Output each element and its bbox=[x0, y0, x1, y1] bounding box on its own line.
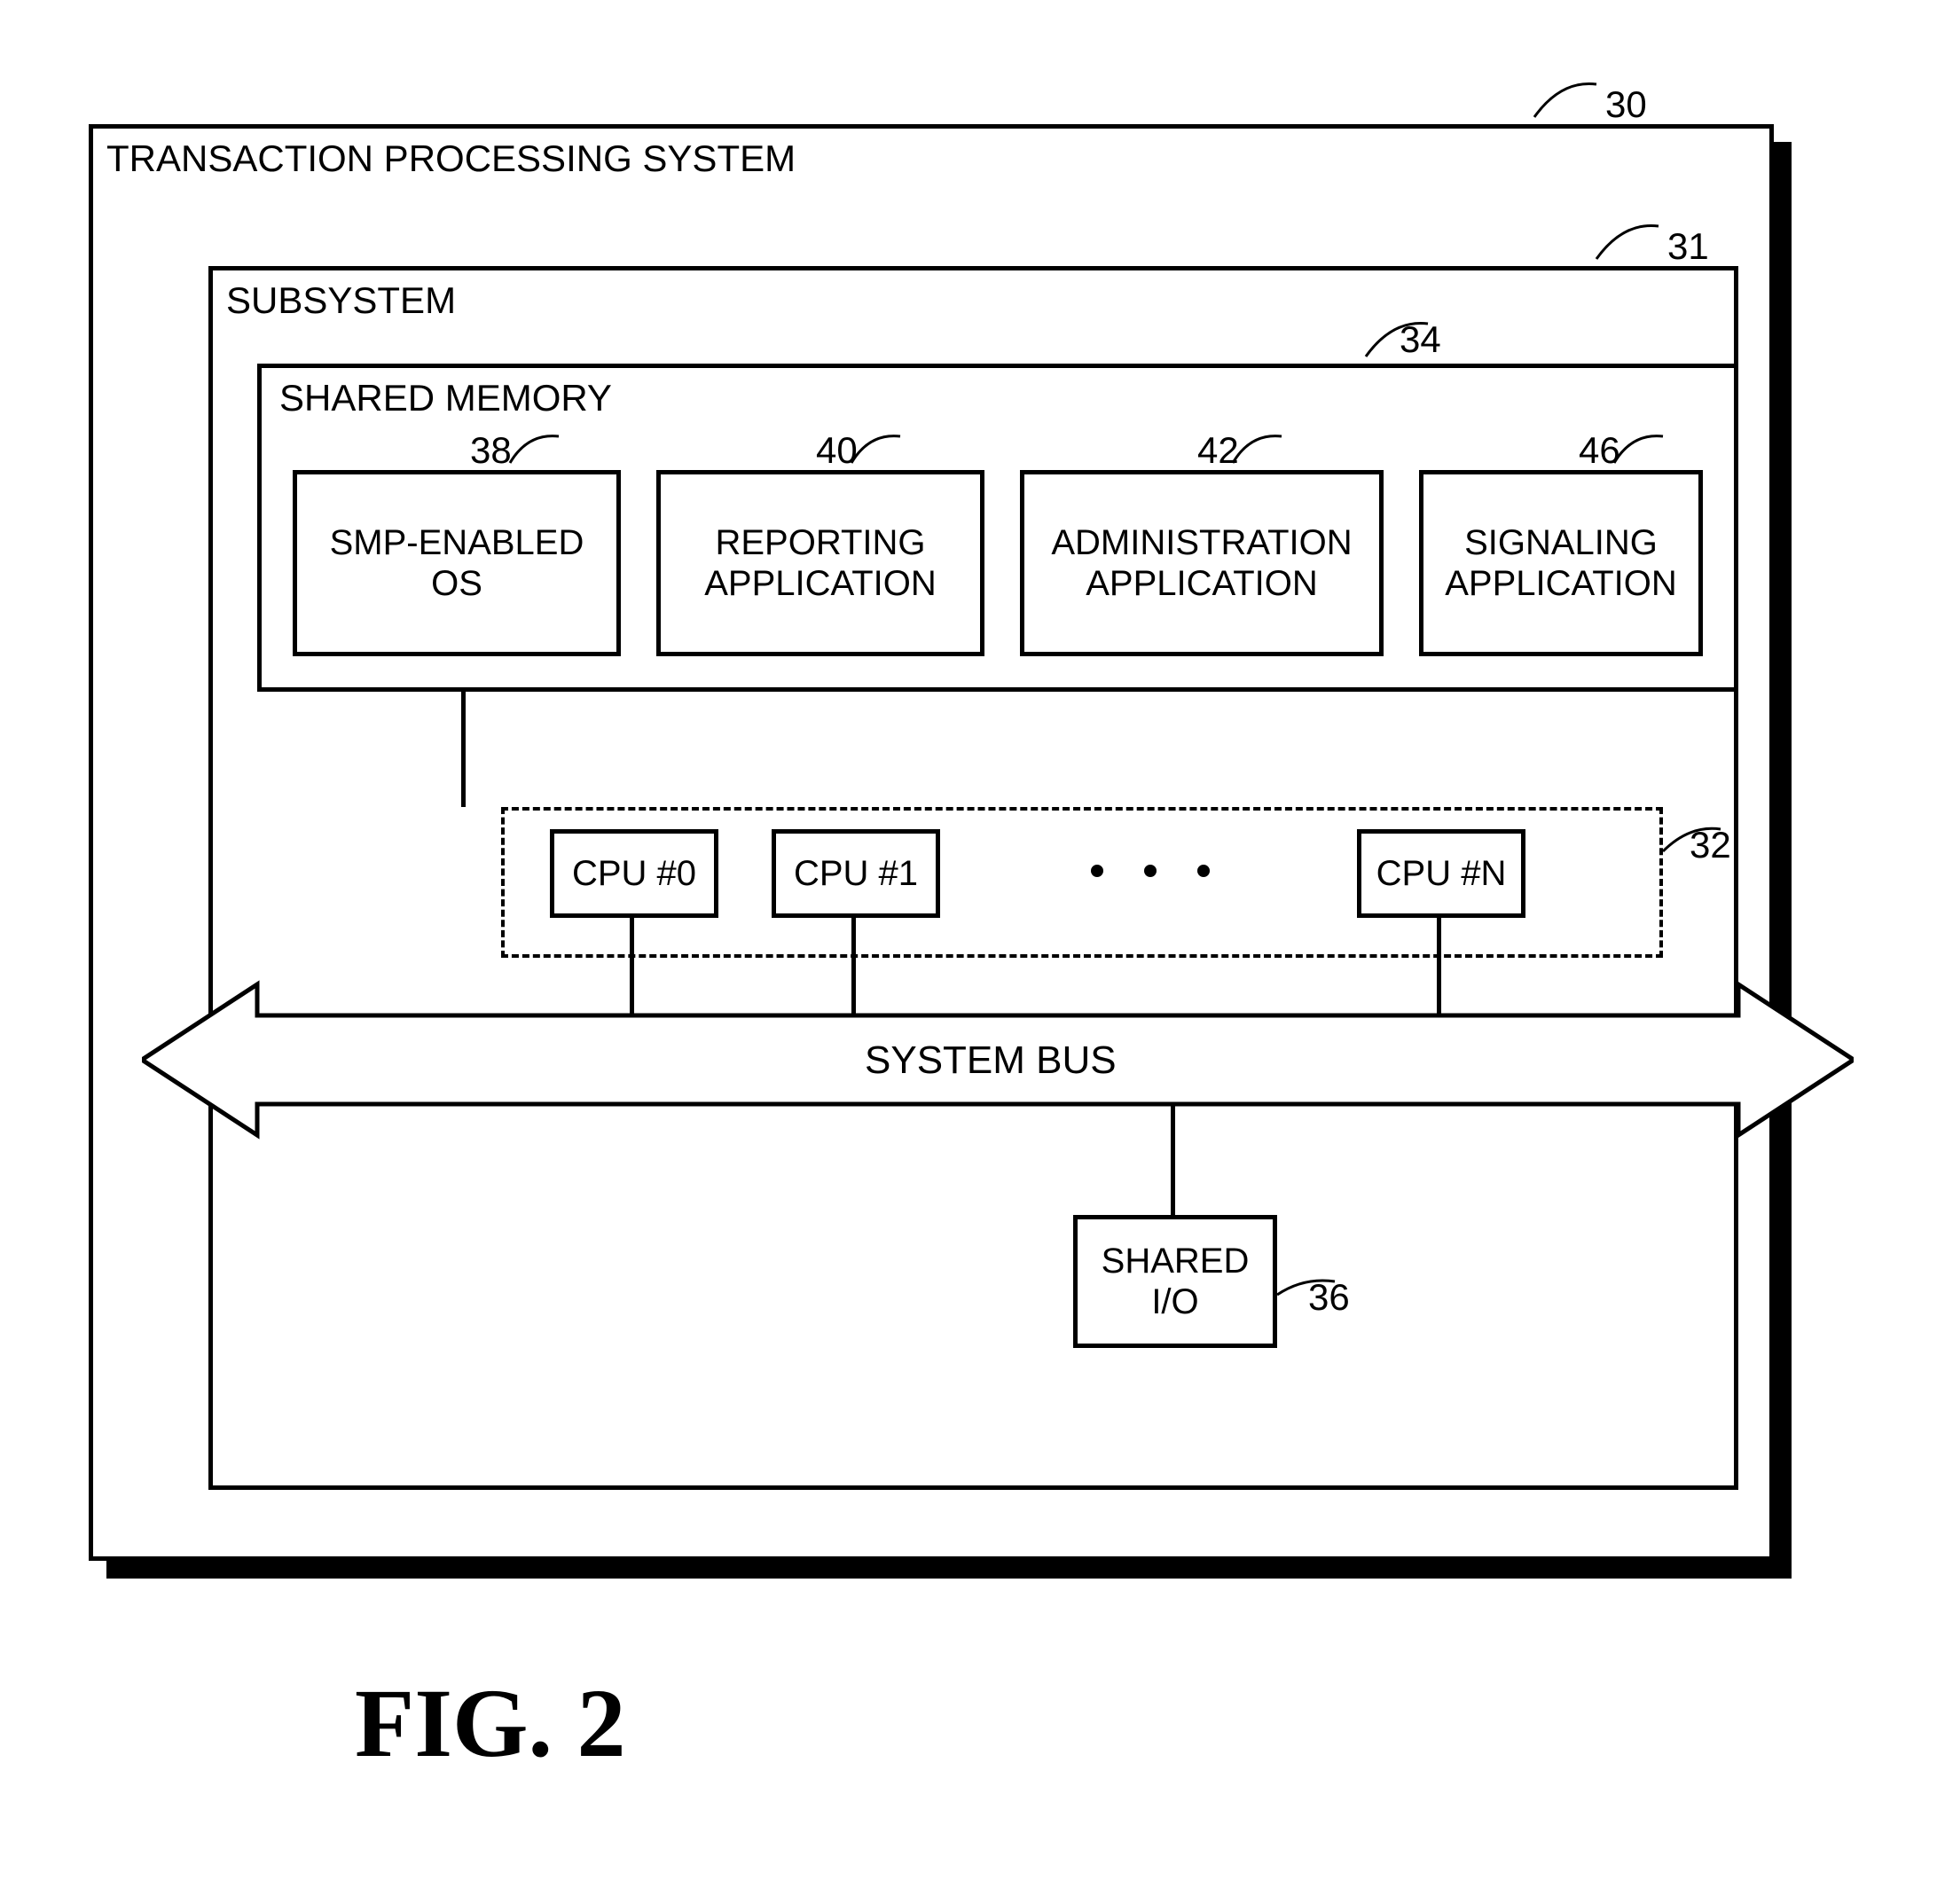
subsystem-title: SUBSYSTEM bbox=[226, 279, 456, 322]
ref-30: 30 bbox=[1605, 83, 1647, 126]
cpu-1-box: CPU #1 bbox=[772, 829, 940, 918]
administration-label: ADMINISTRATIONAPPLICATION bbox=[1051, 522, 1352, 604]
shared-io-label: SHAREDI/O bbox=[1102, 1241, 1250, 1322]
ref-42: 42 bbox=[1197, 429, 1239, 472]
connector-mem_to_cpu bbox=[461, 692, 466, 807]
figure-caption: FIG. 2 bbox=[355, 1667, 626, 1780]
cpu-0-box: CPU #0 bbox=[550, 829, 718, 918]
signaling-box: SIGNALINGAPPLICATION bbox=[1419, 470, 1703, 656]
ref-46: 46 bbox=[1579, 429, 1620, 472]
signaling-label: SIGNALINGAPPLICATION bbox=[1445, 522, 1677, 604]
cpu-n-label: CPU #N bbox=[1376, 854, 1507, 894]
cpu-ellipsis-dot bbox=[1091, 865, 1103, 877]
cpu-0-label: CPU #0 bbox=[572, 854, 696, 894]
ref-30-leader bbox=[1534, 83, 1596, 117]
shared-io-box: SHAREDI/O bbox=[1073, 1215, 1277, 1348]
shared-memory-title: SHARED MEMORY bbox=[279, 377, 612, 419]
cpu-1-label: CPU #1 bbox=[794, 854, 918, 894]
administration-box: ADMINISTRATIONAPPLICATION bbox=[1020, 470, 1384, 656]
smp-os-label: SMP-ENABLEDOS bbox=[330, 522, 584, 604]
reporting-label: REPORTINGAPPLICATION bbox=[704, 522, 937, 604]
ref-32: 32 bbox=[1690, 824, 1731, 866]
ref-34: 34 bbox=[1400, 318, 1441, 361]
ref-31: 31 bbox=[1667, 225, 1709, 268]
ref-40: 40 bbox=[816, 429, 858, 472]
ref-36: 36 bbox=[1308, 1276, 1350, 1319]
system-bus-label: SYSTEM BUS bbox=[865, 1038, 1117, 1083]
smp-os-box: SMP-ENABLEDOS bbox=[293, 470, 621, 656]
reporting-box: REPORTINGAPPLICATION bbox=[656, 470, 984, 656]
cpu-ellipsis-dot bbox=[1197, 865, 1210, 877]
outer-title: TRANSACTION PROCESSING SYSTEM bbox=[106, 137, 796, 180]
cpu-ellipsis-dot bbox=[1144, 865, 1157, 877]
cpu-n-box: CPU #N bbox=[1357, 829, 1525, 918]
ref-38: 38 bbox=[470, 429, 512, 472]
